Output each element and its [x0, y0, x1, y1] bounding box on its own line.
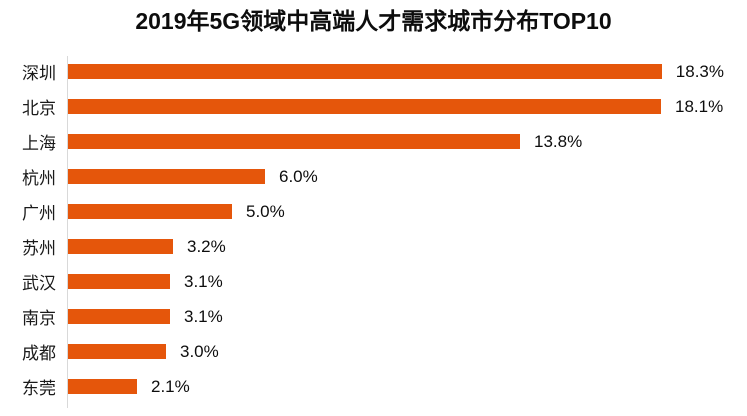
bar-row: 苏州 3.2%	[0, 229, 747, 264]
bar	[68, 64, 662, 79]
bar-track: 6.0%	[68, 167, 724, 187]
value-label: 2.1%	[151, 376, 190, 396]
category-label: 东莞	[22, 379, 56, 398]
category-label: 北京	[22, 99, 56, 118]
value-label: 6.0%	[279, 166, 318, 186]
value-label: 18.3%	[675, 61, 724, 81]
value-label: 18.1%	[675, 96, 724, 116]
category-label: 上海	[22, 134, 56, 153]
bar	[68, 274, 170, 289]
value-label: 3.1%	[184, 271, 223, 291]
bar	[68, 379, 137, 394]
value-label: 3.1%	[184, 306, 223, 326]
bar-row: 杭州 6.0%	[0, 159, 747, 194]
bar-track: 18.1%	[68, 97, 724, 117]
bar-track: 3.0%	[68, 342, 724, 362]
bar-track: 18.3%	[68, 62, 724, 82]
bar-row: 广州 5.0%	[0, 194, 747, 229]
bar	[68, 134, 520, 149]
value-label: 13.8%	[534, 131, 583, 151]
bar-track: 3.1%	[68, 307, 724, 327]
bar	[68, 309, 170, 324]
bar-track: 13.8%	[68, 132, 724, 152]
category-label: 苏州	[22, 239, 56, 258]
bar	[68, 99, 661, 114]
bar-track: 5.0%	[68, 202, 724, 222]
category-label: 成都	[22, 344, 56, 363]
category-label: 武汉	[22, 274, 56, 293]
category-label: 南京	[22, 309, 56, 328]
chart-title: 2019年5G领域中高端人才需求城市分布TOP10	[135, 8, 612, 34]
bar-row: 深圳 18.3%	[0, 54, 747, 89]
bar-track: 3.2%	[68, 237, 724, 257]
y-axis-line	[67, 56, 68, 408]
bar	[68, 239, 173, 254]
category-label: 杭州	[22, 169, 56, 188]
category-label: 深圳	[22, 64, 56, 83]
bar-row: 武汉 3.1%	[0, 264, 747, 299]
bar-track: 3.1%	[68, 272, 724, 292]
value-label: 3.2%	[187, 236, 226, 256]
bar-row: 成都 3.0%	[0, 334, 747, 369]
value-label: 5.0%	[246, 201, 285, 221]
bar-row: 北京 18.1%	[0, 89, 747, 124]
bar	[68, 169, 265, 184]
value-label: 3.0%	[180, 341, 219, 361]
bar-track: 2.1%	[68, 377, 724, 397]
category-label: 广州	[22, 204, 56, 223]
bar	[68, 344, 166, 359]
bar-row: 东莞 2.1%	[0, 369, 747, 404]
bar-rows: 深圳 18.3% 北京 18.1% 上海 13.8% 杭州 6.0% 广州 5.0% 苏州 3.2% 武…	[0, 54, 747, 404]
bar-row: 上海 13.8%	[0, 124, 747, 159]
bar	[68, 204, 232, 219]
bar-row: 南京 3.1%	[0, 299, 747, 334]
